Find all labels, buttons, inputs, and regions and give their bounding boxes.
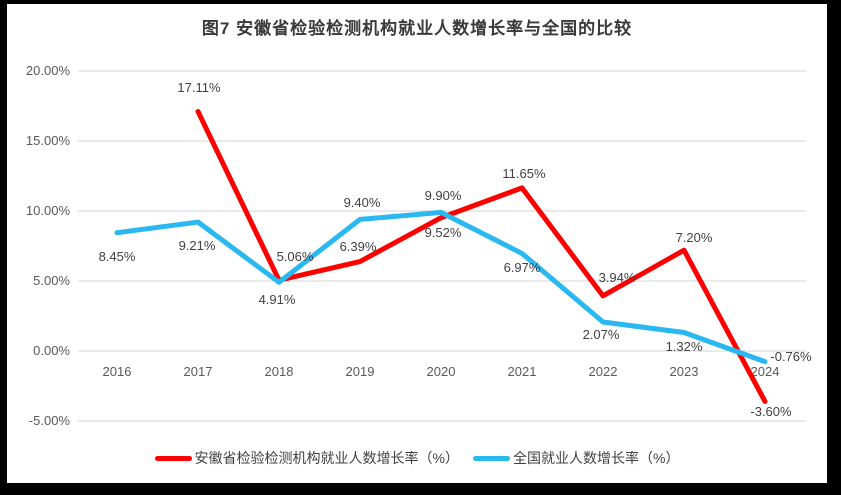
data-label: -0.76% (770, 348, 812, 364)
chart-title: 图7 安徽省检验检测机构就业人数增长率与全国的比较 (201, 19, 633, 38)
x-axis-tick-label: 2019 (345, 364, 375, 379)
legend-item-1: 全国就业人数增长率（%） (473, 448, 679, 468)
data-label: 3.94% (598, 269, 636, 285)
legend-label: 安徽省检验检测机构就业人数增长率（%） (194, 450, 459, 466)
chart-canvas: 图7 安徽省检验检测机构就业人数增长率与全国的比较 20.00% 15.00% 10… (7, 4, 827, 483)
data-label: 9.40% (343, 195, 381, 211)
legend: 安徽省检验检测机构就业人数增长率（%） 全国就业人数增长率（%） (7, 448, 827, 468)
legend-label: 全国就业人数增长率（%） (513, 450, 680, 466)
x-axis-tick-label: 2022 (588, 364, 618, 379)
legend-line-swatch (473, 455, 510, 461)
data-label: 6.97% (503, 260, 541, 276)
data-label: 9.52% (424, 224, 462, 240)
data-label: 7.20% (675, 230, 713, 246)
data-label: 2.07% (582, 327, 620, 343)
series-line-1 (114, 209, 768, 365)
y-axis-tick-label: 20.00% (25, 63, 70, 78)
x-axis-tick-label: 2023 (669, 364, 699, 379)
legend-item-0: 安徽省检验检测机构就业人数增长率（%） (154, 448, 459, 468)
data-label: 9.21% (178, 238, 216, 254)
series-line-0 (195, 108, 768, 404)
y-axis-tick-label: -5.00% (28, 413, 70, 428)
data-label: 6.39% (339, 238, 377, 254)
y-axis-tick-label: 10.00% (25, 203, 70, 218)
x-axis-tick-label: 2024 (750, 364, 780, 379)
y-axis-tick-label: 5.00% (33, 273, 70, 288)
data-label: 9.90% (424, 188, 462, 204)
x-axis-tick-label: 2021 (507, 364, 537, 379)
data-label: 8.45% (98, 248, 136, 264)
y-axis-tick-label: 15.00% (25, 133, 70, 148)
data-label: 17.11% (177, 80, 221, 96)
data-label: -3.60% (750, 404, 792, 420)
data-label: 5.06% (276, 249, 314, 265)
plot-area (78, 70, 806, 422)
x-axis-tick-label: 2020 (426, 364, 456, 379)
data-label: 4.91% (258, 292, 296, 308)
data-label: 11.65% (502, 165, 546, 181)
x-axis-tick-label: 2017 (183, 364, 213, 379)
x-axis-tick-label: 2016 (102, 364, 132, 379)
y-axis-tick-label: 0.00% (33, 343, 70, 358)
data-label: 1.32% (665, 338, 703, 354)
x-axis-tick-label: 2018 (264, 364, 294, 379)
legend-line-swatch (154, 455, 192, 461)
